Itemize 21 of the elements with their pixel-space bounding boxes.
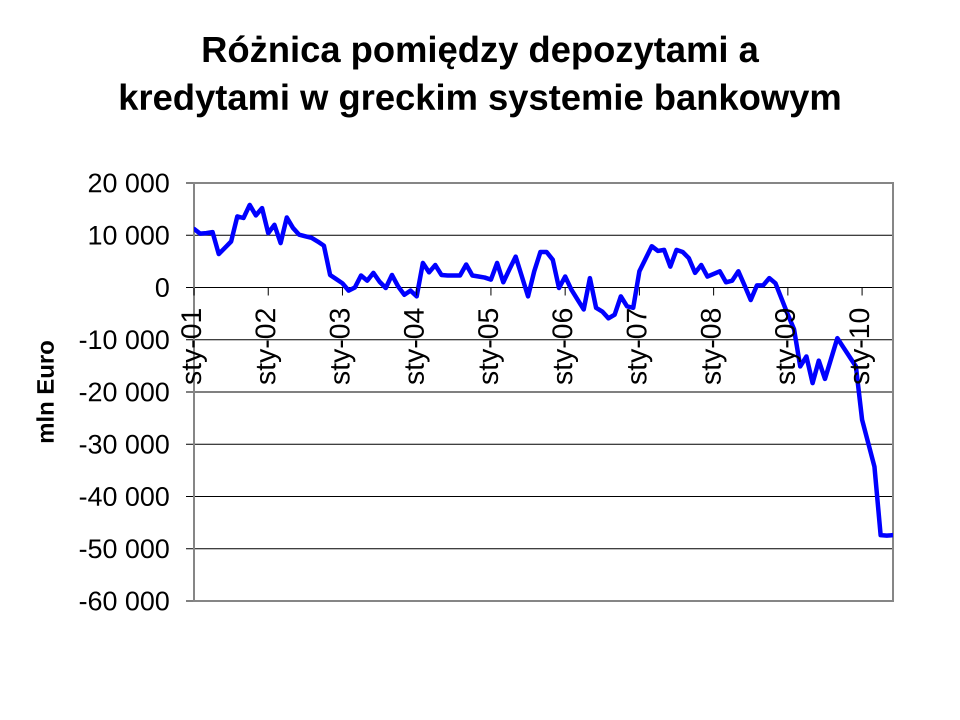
y-axis-title: mln Euro: [36, 341, 54, 442]
x-tick-label: sty-06: [552, 308, 578, 384]
x-tick-label: sty-09: [774, 309, 801, 384]
y-tick-label: -50 000: [80, 539, 169, 558]
x-tick-label: sty-07: [626, 309, 652, 384]
x-tick-label: sty-02: [255, 309, 282, 384]
y-tick-label: -60 000: [80, 591, 169, 611]
x-tick-label: sty-08: [700, 308, 726, 384]
chart-title: Różnica pomiędzy depozytami a kredytami w greckim systemie bankowym: [120, 35, 840, 118]
x-tick-label: sty-05: [478, 308, 504, 384]
y-tick-label: -40 000: [80, 486, 169, 506]
y-tick-label: 0: [156, 278, 169, 298]
x-tick-label: sty-01: [181, 309, 207, 384]
y-tick-label: 10 000: [90, 226, 169, 245]
y-tick-label: -30 000: [80, 434, 169, 454]
x-tick-label: sty-10: [849, 308, 875, 384]
y-tick-label: 20 000: [88, 173, 169, 193]
y-tick-label: -20 000: [80, 382, 169, 402]
x-tick-label: sty-04: [404, 308, 430, 384]
y-tick-label: -10 000: [80, 330, 169, 350]
x-tick-label: sty-03: [330, 308, 356, 384]
